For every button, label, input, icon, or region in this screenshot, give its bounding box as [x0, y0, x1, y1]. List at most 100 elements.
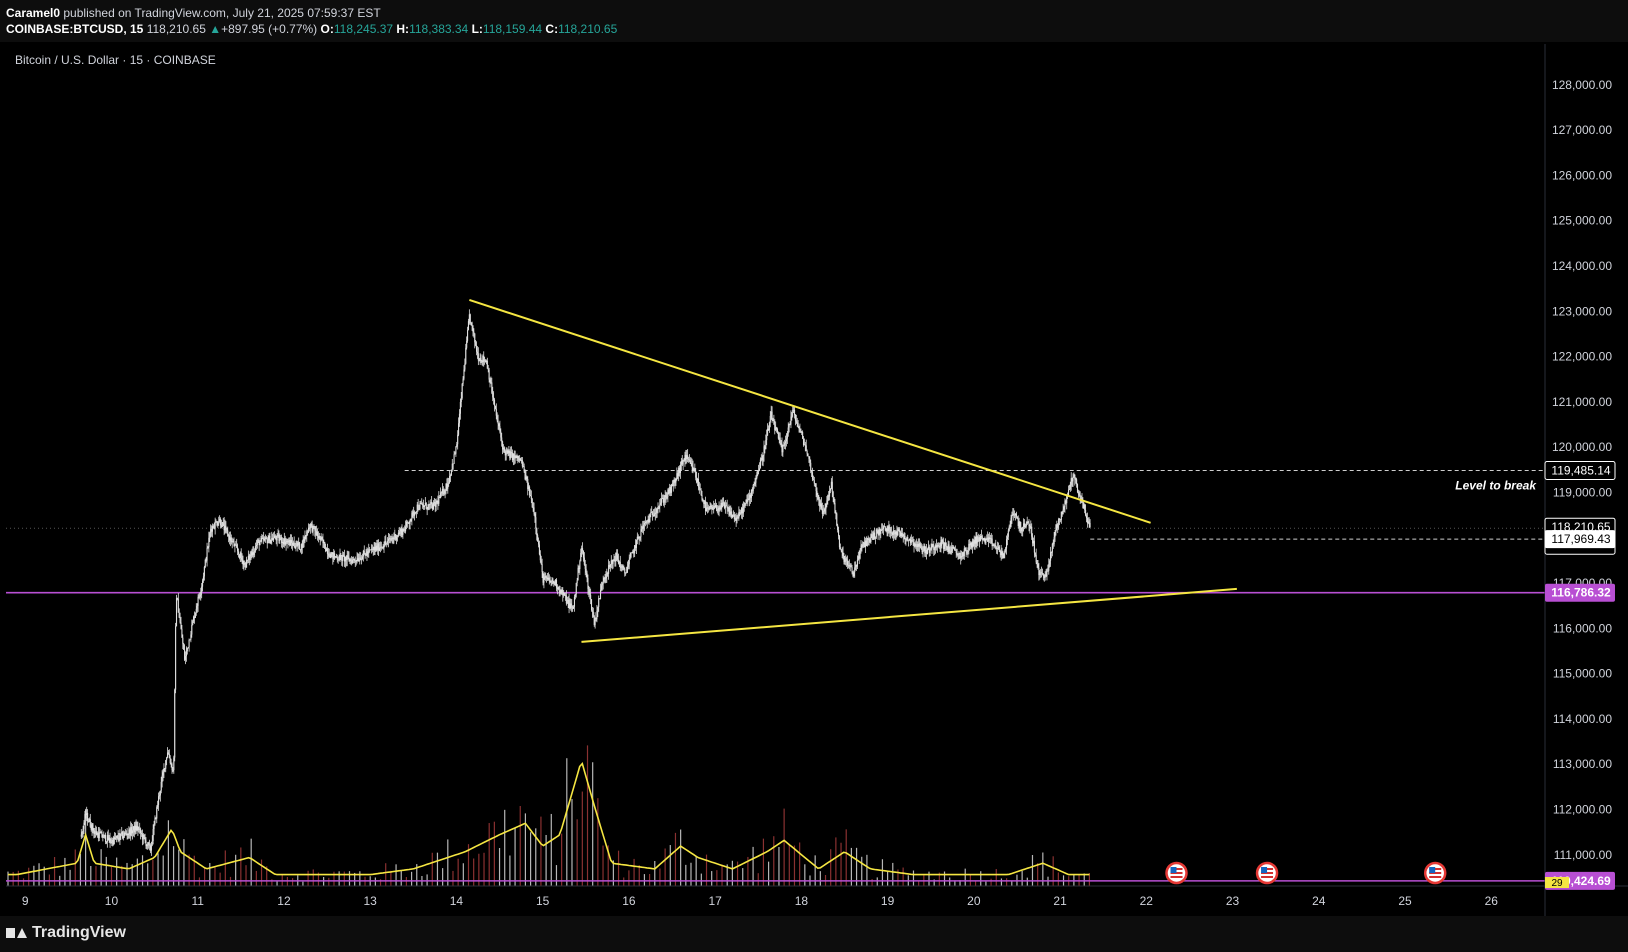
candle [164, 768, 166, 769]
candle [717, 510, 719, 512]
candle [80, 834, 82, 837]
candle [153, 824, 155, 830]
candle [1019, 521, 1021, 528]
candle [95, 831, 97, 833]
candle [657, 508, 659, 510]
candle [1023, 523, 1026, 528]
candle [652, 515, 655, 517]
candle [707, 507, 709, 509]
candle [176, 598, 178, 599]
lower-trendline [581, 587, 1237, 643]
author-name[interactable]: Caramel0 [6, 6, 61, 20]
candle [306, 531, 308, 536]
candle [608, 565, 610, 574]
candle [694, 468, 696, 472]
candle [539, 554, 541, 561]
candle [112, 839, 114, 845]
candle [604, 577, 606, 579]
candle [315, 530, 317, 535]
candle [977, 541, 979, 543]
candle [1001, 551, 1003, 556]
candle [688, 459, 690, 461]
candle [375, 545, 377, 551]
candle [714, 504, 717, 508]
candle [171, 764, 173, 771]
candle [431, 504, 434, 510]
candle [590, 594, 592, 600]
candle [437, 500, 439, 504]
candle [620, 567, 622, 569]
candle [163, 768, 165, 773]
candle [426, 508, 428, 510]
candle [563, 593, 565, 596]
candle [101, 832, 103, 838]
candle [139, 828, 141, 830]
candle [484, 360, 487, 363]
candle [862, 542, 864, 547]
candle [873, 532, 876, 539]
candle [476, 351, 478, 354]
candle [870, 534, 872, 542]
candle [256, 541, 258, 545]
symbol-label[interactable]: COINBASE:BTCUSD, 15 [6, 22, 144, 36]
candle [290, 540, 292, 546]
candle [269, 535, 271, 544]
candle [341, 555, 343, 562]
candle [608, 565, 611, 568]
published-text: published on TradingView.com, July 21, 2… [60, 6, 381, 20]
candle [935, 545, 938, 548]
price-change: +897.95 (+0.77%) [221, 22, 318, 36]
candle [652, 512, 654, 516]
candle [243, 563, 245, 565]
candle [1007, 530, 1009, 537]
candle [968, 543, 970, 552]
candle [305, 535, 307, 537]
candle [252, 552, 254, 555]
candle [542, 571, 544, 583]
candle [676, 473, 678, 479]
candle [835, 513, 837, 514]
candle [222, 522, 224, 524]
candle [599, 598, 601, 600]
candle [867, 538, 869, 540]
candle [538, 544, 540, 555]
candle [947, 544, 949, 551]
candle [248, 555, 250, 560]
candle [1030, 526, 1032, 528]
candle [1085, 509, 1087, 516]
candle [878, 529, 880, 535]
candle [1042, 574, 1044, 577]
candle [493, 399, 496, 406]
candle [906, 537, 908, 540]
chart-area[interactable] [6, 44, 1544, 916]
candle [128, 829, 130, 834]
candle [941, 539, 943, 543]
candle [1062, 509, 1064, 515]
brand[interactable]: TradingView [6, 924, 126, 942]
candle [993, 544, 995, 546]
candle [797, 423, 799, 427]
candle [124, 832, 126, 834]
candle [530, 496, 532, 500]
candle [802, 438, 805, 446]
candle [978, 537, 980, 542]
candle [502, 447, 505, 450]
candle [227, 530, 229, 537]
candle [307, 531, 309, 533]
candle [140, 828, 142, 834]
candle [758, 470, 760, 472]
candle [111, 839, 113, 843]
horizontal-lines-layer [6, 469, 1545, 882]
candle [509, 451, 511, 459]
candle [514, 455, 516, 459]
candle [950, 550, 952, 553]
candle [550, 580, 552, 583]
candle [110, 842, 112, 843]
candle [214, 521, 216, 529]
candle [118, 838, 120, 840]
candle [178, 612, 180, 618]
time-axis: 9 10 11 12 13 14 15 16 17 18 19 20 21 22 23 24 25 26 [6, 885, 1628, 908]
candle [619, 561, 621, 568]
candle [715, 504, 717, 509]
